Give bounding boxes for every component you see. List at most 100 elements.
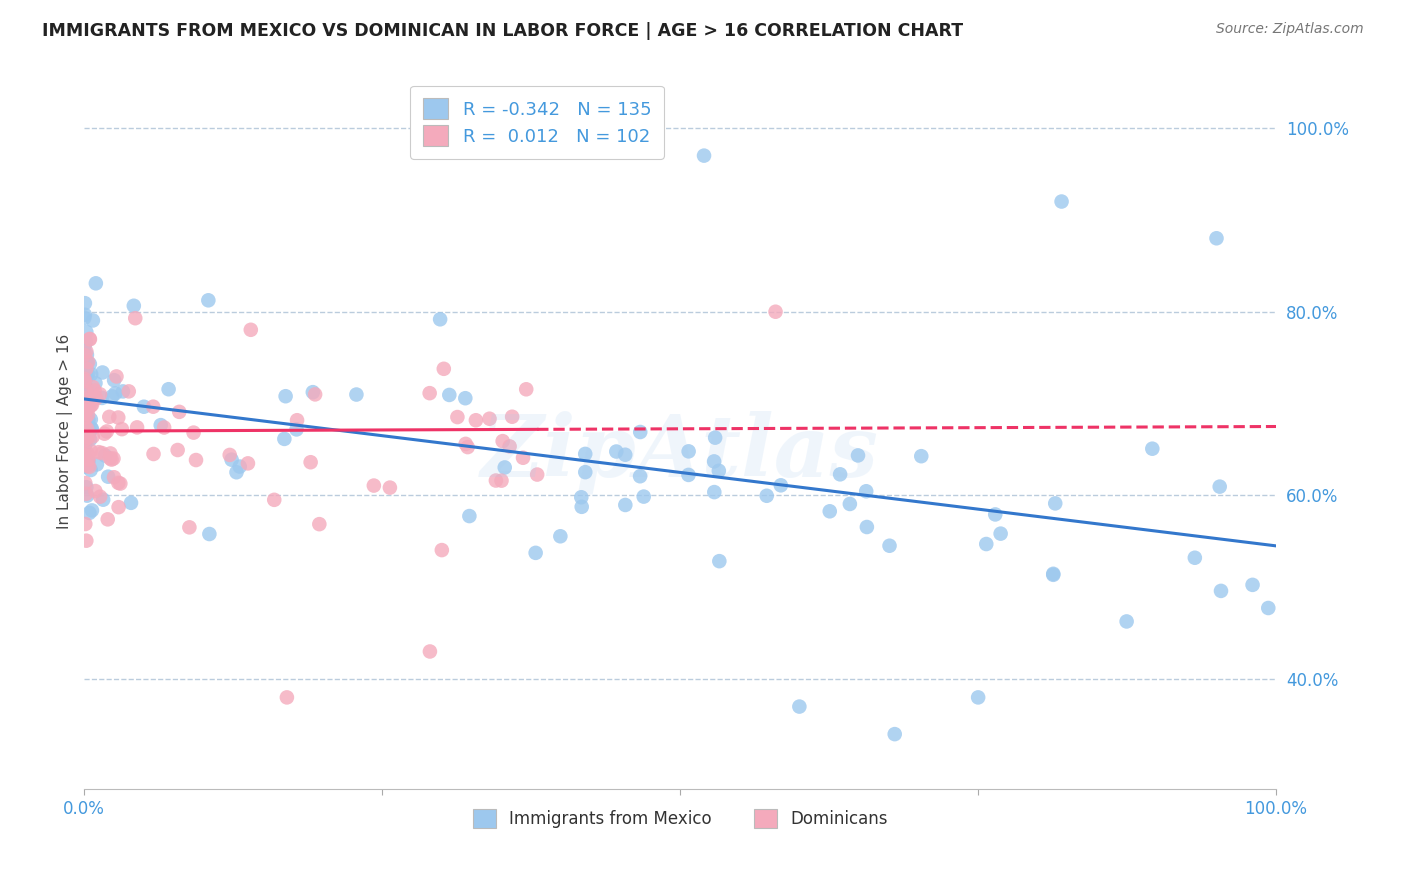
Point: [285, 422, 308, 436]
Point: [73, 433, 96, 447]
Point: [1257, 601, 1279, 615]
Point: [76, 456, 98, 470]
Point: [100, 446, 122, 460]
Text: IMMIGRANTS FROM MEXICO VS DOMINICAN IN LABOR FORCE | AGE > 16 CORRELATION CHART: IMMIGRANTS FROM MEXICO VS DOMINICAN IN L…: [42, 22, 963, 40]
Point: [79, 332, 101, 346]
Point: [76, 489, 98, 503]
Point: [77, 449, 100, 463]
Point: [75, 403, 97, 417]
Point: [492, 434, 515, 449]
Point: [76, 422, 98, 436]
Point: [101, 389, 124, 403]
Point: [755, 489, 778, 503]
Point: [429, 312, 451, 326]
Point: [79, 357, 101, 371]
Point: [678, 467, 700, 482]
Point: [515, 382, 537, 396]
Point: [142, 400, 165, 414]
Point: [84, 277, 107, 291]
Point: [1045, 496, 1067, 510]
Point: [73, 396, 96, 410]
Point: [87, 445, 110, 459]
Point: [111, 384, 134, 399]
Point: [512, 450, 534, 465]
Point: [73, 377, 96, 392]
Point: [100, 452, 122, 467]
Point: [73, 428, 96, 442]
Point: [221, 452, 243, 467]
Point: [693, 148, 716, 162]
Point: [1209, 583, 1232, 598]
Point: [73, 372, 96, 386]
Point: [703, 454, 725, 468]
Point: [107, 410, 129, 425]
Point: [98, 451, 121, 466]
Point: [76, 393, 98, 408]
Point: [132, 400, 155, 414]
Point: [967, 690, 990, 705]
Point: [76, 432, 98, 446]
Point: [73, 395, 96, 409]
Point: [73, 308, 96, 322]
Point: [75, 380, 97, 394]
Point: [1042, 567, 1064, 582]
Point: [1241, 578, 1264, 592]
Point: [75, 325, 97, 339]
Point: [82, 429, 104, 443]
Point: [80, 503, 103, 517]
Point: [76, 445, 98, 459]
Point: [86, 458, 108, 472]
Point: [301, 385, 323, 400]
Point: [73, 448, 96, 462]
Point: [239, 323, 262, 337]
Point: [73, 405, 96, 419]
Point: [179, 520, 201, 534]
Point: [167, 405, 190, 419]
Point: [910, 449, 932, 463]
Point: [73, 402, 96, 417]
Point: [75, 384, 97, 399]
Point: [446, 410, 468, 425]
Point: [122, 299, 145, 313]
Point: [485, 474, 508, 488]
Point: [75, 386, 97, 401]
Point: [76, 430, 98, 444]
Point: [276, 690, 298, 705]
Point: [76, 458, 98, 473]
Point: [274, 389, 297, 403]
Point: [990, 526, 1012, 541]
Point: [501, 409, 523, 424]
Point: [73, 310, 96, 325]
Point: [974, 537, 997, 551]
Point: [433, 361, 456, 376]
Point: [76, 348, 98, 362]
Point: [110, 476, 132, 491]
Point: [94, 449, 117, 463]
Point: [197, 293, 219, 308]
Point: [818, 504, 841, 518]
Point: [103, 470, 125, 484]
Point: [73, 412, 96, 426]
Point: [458, 509, 481, 524]
Point: [1042, 566, 1064, 581]
Point: [79, 425, 101, 439]
Point: [73, 348, 96, 362]
Point: [628, 425, 651, 439]
Point: [73, 375, 96, 389]
Point: [879, 539, 901, 553]
Point: [89, 490, 111, 504]
Point: [104, 386, 127, 401]
Point: [478, 411, 501, 425]
Point: [157, 382, 180, 396]
Point: [80, 368, 103, 382]
Point: [524, 546, 547, 560]
Point: [76, 400, 98, 414]
Point: [75, 476, 97, 491]
Point: [73, 399, 96, 413]
Point: [75, 334, 97, 349]
Point: [769, 478, 792, 492]
Point: [77, 392, 100, 406]
Point: [107, 500, 129, 515]
Point: [574, 447, 596, 461]
Point: [789, 699, 811, 714]
